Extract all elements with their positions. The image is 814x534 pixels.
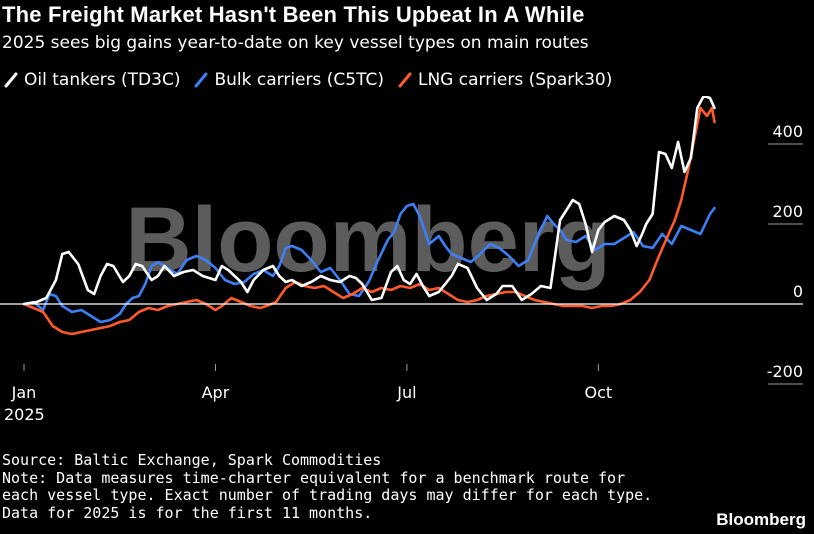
x-tick-label: Jan <box>11 383 37 402</box>
legend-slash-icon <box>398 72 412 88</box>
note-line: Data for 2025 is for the first 11 months… <box>2 503 373 522</box>
bloomberg-watermark: Bloomberg <box>125 189 611 291</box>
y-tick-label: 200 <box>772 202 803 221</box>
footer: Source: Baltic Exchange, Spark Commoditi… <box>2 451 653 522</box>
series-line-lng-carriers-spark30 <box>22 106 716 336</box>
chart-title: The Freight Market Hasn't Been This Upbe… <box>2 2 585 27</box>
legend: Oil tankers (TD3C) Bulk carriers (C5TC) … <box>4 68 626 92</box>
x-tick-label: Oct <box>585 383 613 402</box>
x-tick-sublabel: 2025 <box>4 405 45 424</box>
bloomberg-logo: Bloomberg <box>716 510 806 529</box>
series-line-bulk-carriers-c5tc <box>22 202 716 324</box>
y-tick-label: -200 <box>767 362 803 381</box>
x-tick-label: Jul <box>396 383 416 402</box>
legend-item-bulk-carriers: Bulk carriers (C5TC) <box>194 70 384 90</box>
y-tick-label: 0 <box>793 282 803 301</box>
chart-subtitle: 2025 sees big gains year-to-date on key … <box>2 33 589 53</box>
legend-slash-icon <box>194 72 208 88</box>
note-line: each vessel type. Exact number of tradin… <box>2 486 653 504</box>
gridlines <box>768 143 803 385</box>
legend-label-oil-tankers: Oil tankers (TD3C) <box>24 70 181 90</box>
series-lines <box>22 96 716 336</box>
series-line-oil-tankers-td3c <box>22 96 716 306</box>
line-chart: Bloomberg 600%4002000-200Jan2025AprJulOc… <box>0 96 803 424</box>
source-note: Source: Baltic Exchange, Spark Commoditi… <box>2 451 382 469</box>
legend-label-bulk-carriers: Bulk carriers (C5TC) <box>214 70 384 90</box>
legend-item-oil-tankers: Oil tankers (TD3C) <box>4 70 180 90</box>
x-tick-label: Apr <box>202 383 230 402</box>
y-tick-label: 400 <box>772 122 803 141</box>
note-line: Note: Data measures time-charter equival… <box>2 468 626 487</box>
legend-label-lng-carriers: LNG carriers (Spark30) <box>417 70 613 90</box>
legend-slash-icon <box>4 72 18 88</box>
legend-item-lng-carriers: LNG carriers (Spark30) <box>398 70 612 90</box>
